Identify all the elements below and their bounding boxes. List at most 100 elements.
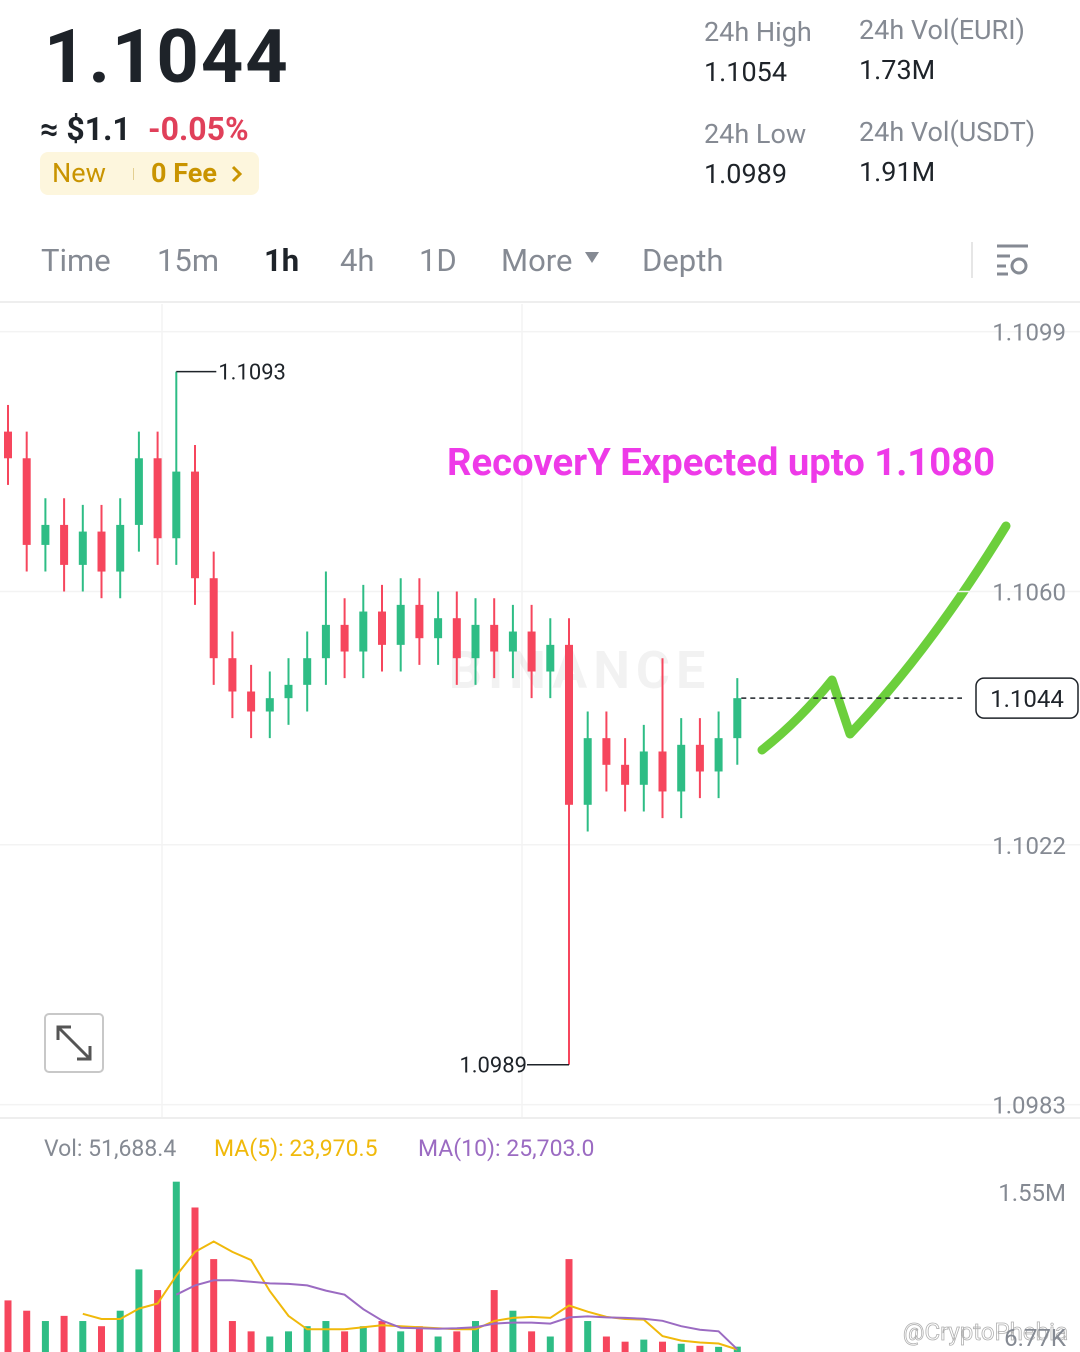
candle-body xyxy=(22,458,31,545)
stat-label: 24h Vol(EURI) xyxy=(859,14,1025,46)
tab[interactable]: 15m xyxy=(157,242,220,279)
candle-body xyxy=(677,744,686,792)
candle-body xyxy=(378,611,386,645)
price-change: -0.05% xyxy=(148,110,249,148)
settings-icon[interactable] xyxy=(997,244,1028,276)
volume-bar xyxy=(359,1326,367,1352)
candle-body xyxy=(415,604,424,639)
candle-body xyxy=(4,431,12,459)
y-tick-label: 1.0983 xyxy=(992,1092,1066,1120)
volume-bar xyxy=(191,1207,199,1352)
candle-body xyxy=(97,531,106,572)
volume-bar xyxy=(266,1336,274,1352)
tag-arrow xyxy=(231,165,243,183)
fee-tag[interactable] xyxy=(40,152,259,195)
volume-bar xyxy=(322,1321,330,1352)
candle-body xyxy=(172,471,181,539)
candle-body xyxy=(396,604,405,645)
volume-bar xyxy=(79,1321,87,1352)
volume-bar xyxy=(584,1321,592,1352)
candle-body xyxy=(733,698,742,739)
last-price: 1.1044 xyxy=(44,14,290,101)
volume-bar xyxy=(285,1331,292,1352)
candle-body xyxy=(471,624,480,659)
tab-active[interactable]: 1h xyxy=(264,242,300,279)
volume-bar xyxy=(621,1341,629,1352)
volume-bar xyxy=(472,1321,479,1352)
candle-body xyxy=(359,611,368,652)
candle-body xyxy=(340,624,349,652)
candle-body xyxy=(191,471,199,579)
ma-line xyxy=(175,1279,738,1351)
legend-entry: MA(5): 23,970.5 xyxy=(214,1135,378,1162)
volume-bar xyxy=(640,1339,648,1352)
tab[interactable]: Time xyxy=(41,242,111,279)
candle-body xyxy=(247,691,256,712)
y-tick-label: 1.1060 xyxy=(992,579,1066,607)
high-label: 1.1093 xyxy=(218,361,286,386)
candle-body xyxy=(546,644,555,672)
candle-body xyxy=(228,658,237,692)
volume-bar xyxy=(696,1345,704,1352)
annotation: RecoverY Expected upto 1.1080 xyxy=(447,441,995,485)
candle-body xyxy=(639,751,648,785)
volume-bar xyxy=(415,1326,423,1352)
legend-entry: Vol: 51,688.4 xyxy=(44,1135,176,1162)
tab[interactable]: Depth xyxy=(642,242,724,279)
volume-bar xyxy=(98,1326,105,1352)
candle-body xyxy=(265,698,274,712)
volume-bar xyxy=(135,1269,143,1352)
y-tick-label: 1.1099 xyxy=(992,319,1066,347)
volume-bar xyxy=(247,1331,255,1352)
volume-bar xyxy=(303,1326,311,1352)
tab[interactable]: 1D xyxy=(419,242,457,279)
candle-body xyxy=(527,631,536,672)
volume-bar xyxy=(154,1290,162,1352)
candle-body xyxy=(116,524,125,572)
candle-body xyxy=(41,524,50,545)
volume-bar xyxy=(434,1336,442,1352)
current-price-box xyxy=(975,677,1079,719)
volume-bar xyxy=(453,1331,461,1352)
credit: @CryptoPhebia xyxy=(903,1318,1068,1346)
candle-body xyxy=(60,524,69,565)
candle-body xyxy=(153,458,162,539)
candle-body xyxy=(452,618,461,659)
tag-fee: 0 Fee xyxy=(151,157,217,189)
volume-bar xyxy=(60,1315,68,1352)
tag-new: New xyxy=(52,157,106,189)
volume-bar xyxy=(210,1259,218,1352)
volume-bar xyxy=(23,1310,31,1352)
tab[interactable]: 4h xyxy=(340,242,375,279)
candle-body xyxy=(658,751,667,792)
candle-body xyxy=(303,658,312,685)
stat-label: 24h Vol(USDT) xyxy=(859,116,1036,148)
candle-body xyxy=(714,738,723,772)
volume-bar xyxy=(4,1300,12,1352)
stat-value: 1.73M xyxy=(859,54,936,86)
stat-value: 1.0989 xyxy=(704,158,787,190)
tab[interactable]: More xyxy=(501,242,573,279)
candle-body xyxy=(209,578,218,659)
dropdown-caret xyxy=(585,252,599,263)
volume-bar xyxy=(602,1336,610,1352)
volume-bar xyxy=(546,1336,554,1352)
low-label: 1.0989 xyxy=(459,1054,527,1079)
expand-icon xyxy=(56,1025,92,1061)
approx-usd: ≈ $1.1 xyxy=(40,110,131,148)
legend-entry: MA(10): 25,703.0 xyxy=(418,1135,594,1162)
y-tick-label: 6.77K xyxy=(1004,1324,1067,1352)
volume-bar xyxy=(378,1321,386,1352)
volume-bar xyxy=(116,1310,124,1352)
stat-value: 1.1054 xyxy=(704,56,787,88)
volume-bar xyxy=(341,1331,349,1352)
stat-label: 24h Low xyxy=(704,118,807,150)
volume-bar xyxy=(509,1310,517,1352)
volume-bar xyxy=(41,1321,49,1352)
candle-body xyxy=(321,624,330,659)
current-price-label: 1.1044 xyxy=(990,685,1064,713)
y-tick-label: 1.1022 xyxy=(992,832,1066,860)
volume-bar xyxy=(397,1331,405,1352)
